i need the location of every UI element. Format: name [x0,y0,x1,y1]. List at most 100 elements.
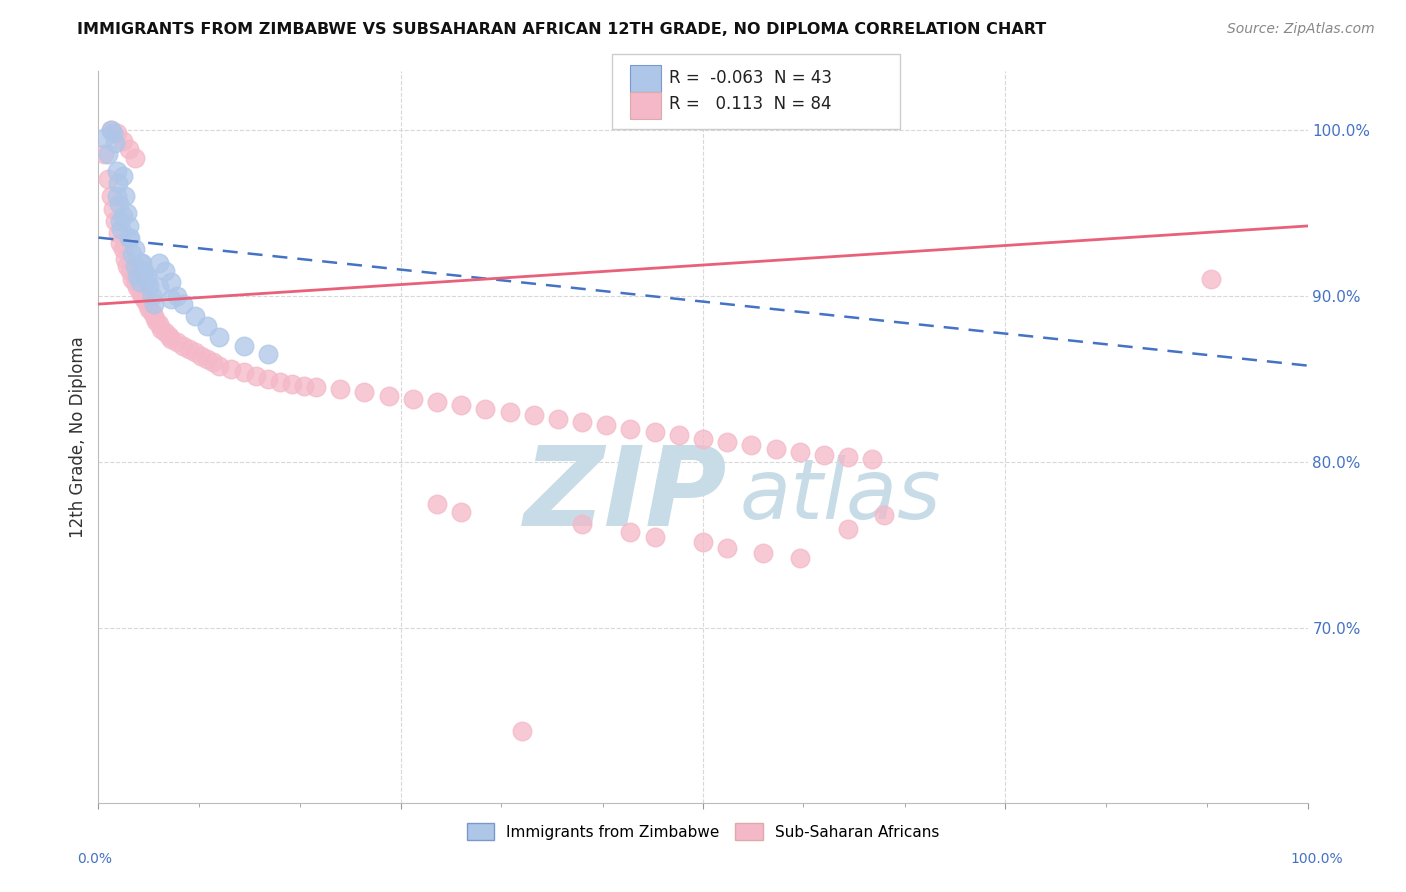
Point [160,276,183,290]
Point [93,147,115,161]
Point [765,442,787,456]
Point [256,372,278,386]
Point [100,189,122,203]
Text: ZIP: ZIP [523,442,727,549]
Point [668,428,690,442]
Point [127,280,149,294]
Point [195,351,218,366]
Point [138,301,160,316]
Point [329,382,352,396]
Point [644,425,666,439]
Point [131,289,153,303]
Point [547,412,569,426]
Point [571,516,593,531]
Point [121,272,143,286]
Point [134,264,156,278]
Point [124,259,146,273]
Point [172,338,194,352]
Point [195,318,218,333]
Point [101,202,124,217]
Point [281,376,304,391]
Point [292,378,315,392]
Point [150,322,173,336]
Point [118,230,141,244]
Point [117,259,139,273]
Point [402,392,425,406]
Point [97,172,120,186]
Point [104,214,127,228]
Point [121,247,143,261]
Point [131,255,153,269]
Point [860,451,883,466]
Point [166,335,188,350]
Point [111,169,134,183]
Point [160,292,183,306]
Point [571,415,593,429]
Point [107,226,129,240]
Point [450,399,472,413]
Point [134,292,156,306]
Point [716,435,738,450]
Point [135,272,157,286]
Point [128,276,150,290]
Point [716,541,738,556]
Point [100,122,122,136]
Point [692,534,714,549]
Text: 0.0%: 0.0% [77,852,112,866]
Point [813,448,835,462]
Point [595,418,617,433]
Text: atlas: atlas [740,455,941,536]
Point [450,505,472,519]
Point [118,230,141,244]
Point [93,131,115,145]
Point [100,122,122,136]
Point [141,305,163,319]
Point [148,255,170,269]
Point [208,359,231,373]
Point [117,205,139,219]
Point [523,409,546,423]
Point [118,143,141,157]
Point [740,438,762,452]
Point [789,445,811,459]
Text: Source: ZipAtlas.com: Source: ZipAtlas.com [1227,22,1375,37]
Point [873,508,896,523]
Point [245,368,267,383]
Point [232,365,254,379]
Point [160,332,183,346]
Point [305,380,328,394]
Point [837,450,859,464]
Point [129,255,152,269]
Point [190,349,212,363]
Point [184,309,207,323]
Point [692,432,714,446]
Point [166,289,188,303]
Point [105,126,128,140]
Y-axis label: 12th Grade, No Diploma: 12th Grade, No Diploma [69,336,87,538]
Point [510,724,533,739]
Point [1199,272,1222,286]
Point [124,276,146,290]
Point [114,252,136,267]
Point [184,345,207,359]
Point [107,176,129,190]
Point [353,385,375,400]
Point [110,222,132,236]
Point [474,401,496,416]
Point [256,347,278,361]
Point [141,289,163,303]
Point [135,268,157,283]
Text: R =  -0.063  N = 43: R = -0.063 N = 43 [669,69,832,87]
Text: 100.0%: 100.0% [1291,852,1343,866]
Point [118,219,141,233]
Point [143,309,166,323]
Point [108,214,131,228]
Point [498,405,520,419]
Point [104,136,127,150]
Point [124,151,146,165]
Point [153,264,176,278]
Text: IMMIGRANTS FROM ZIMBABWE VS SUBSAHARAN AFRICAN 12TH GRADE, NO DIPLOMA CORRELATIO: IMMIGRANTS FROM ZIMBABWE VS SUBSAHARAN A… [77,22,1046,37]
Point [101,126,124,140]
Point [111,209,134,223]
Point [127,268,149,283]
